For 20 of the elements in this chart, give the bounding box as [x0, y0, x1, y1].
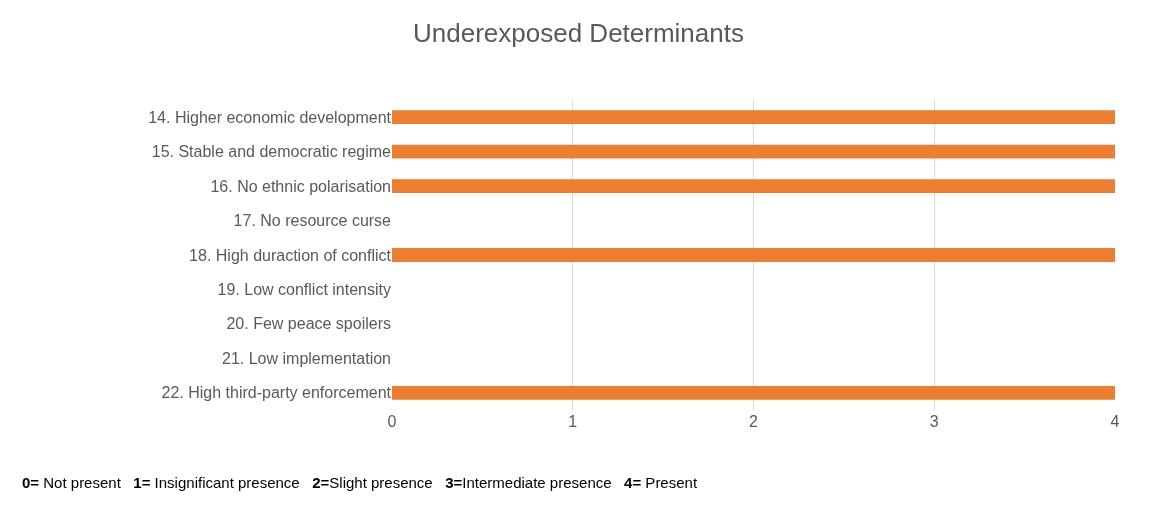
- y-tick-label: 19. Low conflict intensity: [217, 281, 391, 299]
- text: 2=Slight presence: [312, 474, 433, 491]
- y-tick-label: 16. No ethnic polarisation: [210, 177, 391, 195]
- text: 1= Insignificant presence: [133, 474, 300, 491]
- text: 0= Not present: [22, 474, 121, 491]
- y-tick-label: 18. High duraction of conflict: [189, 246, 392, 264]
- x-tick-label: 2: [749, 413, 759, 430]
- x-tick-label: 1: [568, 413, 578, 430]
- y-tick-label: 15. Stable and democratic regime: [151, 143, 392, 161]
- x-tick-label: 0: [387, 413, 397, 430]
- y-tick-label: 22. High third-party enforcement: [161, 384, 392, 402]
- text: 3=Intermediate presence: [445, 474, 612, 491]
- chart-title: Underexposed Determinants: [413, 17, 744, 48]
- text: 4= Present: [624, 474, 698, 491]
- y-tick-label: 20. Few peace spoilers: [226, 315, 391, 333]
- y-tick-label: 14. Higher economic development: [148, 108, 392, 126]
- y-tick-label: 21. Low implementation: [222, 349, 391, 367]
- x-tick-label: 3: [929, 413, 939, 430]
- x-tick-label: 4: [1110, 413, 1120, 430]
- y-tick-label: 17. No resource curse: [233, 212, 392, 230]
